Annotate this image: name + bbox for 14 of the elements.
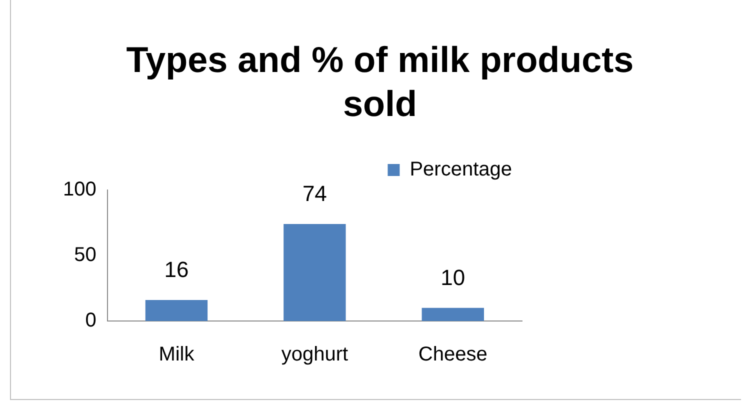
y-tick-label: 100 (62, 178, 96, 201)
bar (422, 308, 484, 321)
chart-title: Types and % of milk products sold (125, 38, 635, 126)
data-label: 16 (164, 257, 189, 282)
bar (145, 300, 208, 321)
data-label: 10 (440, 264, 466, 290)
y-tick-label: 0 (85, 310, 96, 332)
x-tick-label: Cheese (418, 344, 488, 366)
x-tick-label: Milk (158, 344, 196, 366)
data-label: 74 (302, 181, 327, 206)
x-tick-label: yoghurt (281, 344, 348, 366)
bar (284, 224, 346, 321)
y-tick-label: 50 (74, 244, 96, 266)
legend-label: Percentage (410, 158, 512, 181)
